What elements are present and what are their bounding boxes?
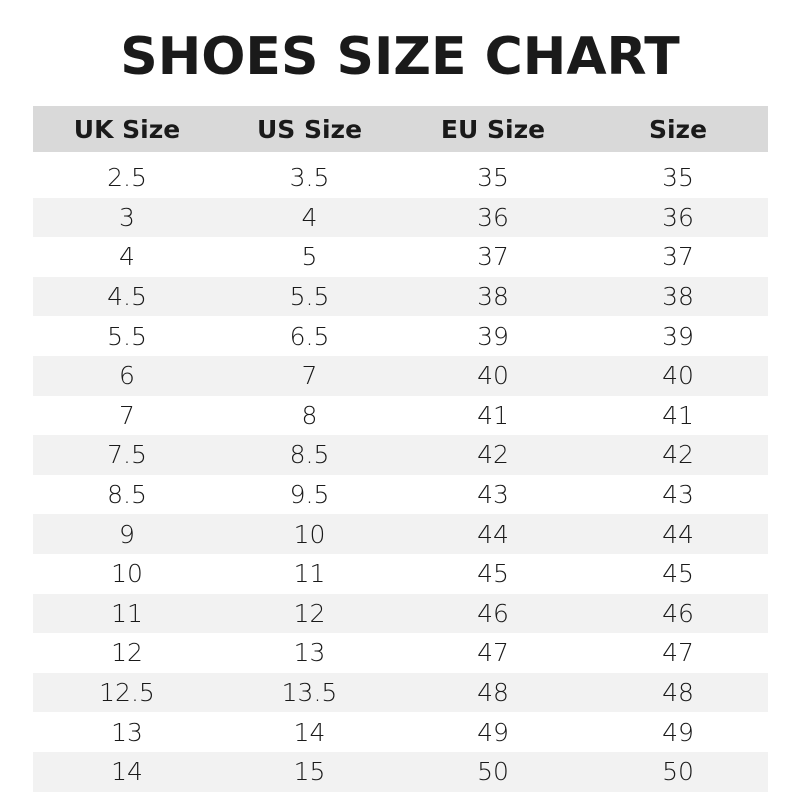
table-cell: 6	[119, 361, 135, 391]
table-cell: 45	[662, 559, 694, 589]
table-cell: 14	[111, 757, 143, 787]
table-row: 13 14 49 49	[33, 712, 768, 752]
table-row: 12 13 47 47	[33, 633, 768, 673]
table-cell: 8.5	[289, 440, 330, 470]
table-row: 4.5 5.5 38 38	[33, 276, 768, 317]
table-cell: 43	[662, 480, 694, 510]
table-cell: 35	[477, 163, 509, 193]
table-cell: 5	[301, 242, 318, 272]
table-cell: 44	[662, 519, 694, 549]
table-row: 3 4 36 36	[33, 197, 768, 238]
table-row: 14 15 50 50	[33, 751, 768, 792]
table-cell: 36	[477, 202, 509, 232]
table-cell: 4.5	[107, 282, 147, 312]
table-cell: 39	[477, 321, 509, 351]
table-cell: 14	[293, 717, 326, 747]
table-cell: 40	[662, 361, 694, 391]
column-header: US Size	[256, 114, 363, 144]
table-cell: 47	[477, 638, 509, 668]
column-header: UK Size	[73, 114, 181, 144]
table-cell: 43	[477, 480, 509, 510]
table-row: 11 12 46 46	[33, 593, 768, 634]
table-cell: 50	[662, 757, 694, 787]
table-cell: 10	[293, 519, 326, 549]
table-cell: 5.5	[289, 282, 330, 312]
table-row: 4 5 37 37	[33, 237, 768, 277]
chart-title: SHOES SIZE CHART	[120, 27, 680, 87]
table-cell: 46	[662, 598, 694, 628]
table-cell: 37	[662, 242, 694, 272]
table-row: 10 11 45 45	[33, 554, 768, 594]
table-header: UK Size US Size EU Size Size	[33, 106, 768, 152]
table-cell: 13	[111, 717, 143, 747]
table-cell: 11	[111, 598, 143, 628]
table-cell: 7	[301, 361, 318, 391]
table-cell: 3.5	[289, 163, 330, 193]
table-cell: 45	[477, 559, 509, 589]
table-cell: 48	[477, 678, 509, 708]
table-cell: 42	[477, 440, 509, 470]
table-row: 5.5 6.5 39 39	[33, 316, 768, 356]
table-cell: 50	[477, 757, 509, 787]
table-cell: 13.5	[281, 678, 338, 708]
table-cell: 4	[301, 202, 318, 232]
table-row: 6 7 40 40	[33, 355, 768, 396]
table-cell: 35	[662, 163, 694, 193]
table-cell: 5.5	[107, 321, 147, 351]
table-cell: 38	[477, 282, 509, 312]
table-cell: 4	[119, 242, 135, 272]
table-cell: 49	[477, 717, 509, 747]
table-cell: 15	[293, 757, 326, 787]
table-row: 7.5 8.5 42 42	[33, 435, 768, 475]
table-cell: 12.5	[99, 678, 155, 708]
table-cell: 12	[111, 638, 143, 668]
table-cell: 8	[301, 400, 318, 430]
table-cell: 7	[119, 400, 135, 430]
table-cell: 41	[662, 400, 694, 430]
table-cell: 7.5	[107, 440, 147, 470]
table-cell: 37	[477, 242, 509, 272]
table-cell: 42	[662, 440, 694, 470]
table-cell: 13	[293, 638, 326, 668]
size-table: UK Size US Size EU Size Size 2.5 3.5 35 35 3 4 36…	[33, 106, 768, 792]
table-cell: 8.5	[107, 480, 147, 510]
table-row: 7 8 41 41	[33, 396, 768, 436]
table-cell: 40	[477, 361, 509, 391]
table-cell: 49	[662, 717, 694, 747]
table-cell: 6.5	[289, 321, 330, 351]
table-cell: 38	[662, 282, 694, 312]
table-cell: 10	[111, 559, 143, 589]
table-cell: 41	[477, 400, 509, 430]
column-header: EU Size	[440, 114, 546, 144]
table-row: 8.5 9.5 43 43	[33, 475, 768, 515]
table-cell: 2.5	[107, 163, 147, 193]
table-cell: 46	[477, 598, 509, 628]
table-cell: 3	[119, 202, 135, 232]
table-cell: 47	[662, 638, 694, 668]
table-cell: 48	[662, 678, 694, 708]
table-row: 2.5 3.5 35 35	[33, 158, 768, 198]
table-cell: 9.5	[289, 480, 330, 510]
table-body: 2.5 3.5 35 35 3 4 36 36 4 5 37 37 4.5 5.5 38 38 5.5 6.5 39…	[33, 158, 768, 792]
table-row: 9 10 44 44	[33, 514, 768, 554]
table-cell: 11	[293, 559, 326, 589]
column-header: Size	[648, 114, 708, 144]
table-cell: 39	[662, 321, 694, 351]
table-cell: 36	[662, 202, 694, 232]
table-cell: 9	[119, 519, 135, 549]
table-row: 12.5 13.5 48 48	[33, 672, 768, 713]
table-cell: 12	[293, 598, 326, 628]
table-cell: 44	[477, 519, 509, 549]
